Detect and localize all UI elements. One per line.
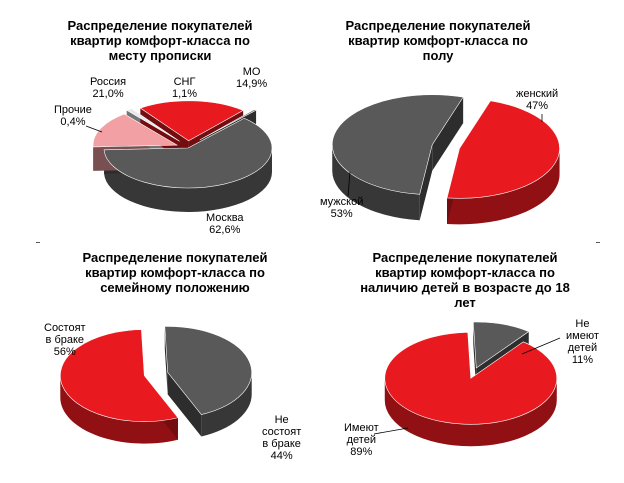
label-ne-imeyut: Не имеют детей 11% (566, 318, 599, 366)
label-value: 0,4% (60, 116, 86, 128)
label-name: мужской (320, 196, 364, 208)
label-zhenskiy: женский 47% (516, 88, 558, 112)
slice-face-мужской (432, 97, 464, 171)
slice-side-мужской (332, 144, 420, 221)
label-mo: МО 14,9% (236, 66, 267, 90)
slice-side-имеют-детей (384, 378, 557, 447)
slice-face-не-состоят-в-браке (167, 372, 202, 437)
slice-состоят-в-браке (60, 329, 179, 422)
label-line: состоят (262, 426, 302, 438)
slice-мужской (331, 94, 464, 195)
label-imeyut: Имеют детей 89% (344, 422, 379, 458)
label-value: 44% (270, 450, 293, 462)
slice-не-имеют-детей (472, 321, 530, 369)
pie-tops (60, 326, 253, 422)
label-ne-sostoyat: Не состоят в браке 44% (262, 414, 301, 462)
label-value: 14,9% (236, 78, 268, 90)
slice-face-не-имеют-детей (473, 322, 477, 391)
slice-мо (92, 113, 179, 148)
chart-children: Распределение покупателей квартир комфор… (312, 242, 624, 483)
slice-москва (103, 117, 273, 189)
label-prochie: Прочие 0,4% (54, 104, 92, 128)
chart-registration: Распределение покупателей квартир комфор… (0, 0, 312, 240)
slice-side-состоят-в-браке (60, 375, 178, 444)
label-name: Москва (206, 212, 244, 224)
label-value: 1,1% (172, 88, 198, 100)
slice-side-не-состоят-в-браке (201, 372, 252, 437)
label-value: 62,6% (209, 224, 241, 236)
label-line: в браке (45, 334, 85, 346)
label-line: детей (346, 434, 376, 446)
slice-side-москва (104, 148, 273, 213)
label-line: Состоят (44, 322, 86, 334)
chart-title: Распределение покупателей квартир комфор… (67, 18, 253, 63)
chart-title: Распределение покупателей квартир комфор… (82, 250, 268, 295)
label-line: Не (274, 414, 289, 426)
leader-imeyut (373, 427, 409, 435)
label-value: 11% (571, 354, 594, 366)
label-value: 89% (350, 446, 373, 458)
label-name: СНГ (173, 76, 196, 88)
slice-снг (126, 108, 180, 142)
label-moskva: Москва 62,6% (206, 212, 244, 236)
pie-chart-children (373, 321, 561, 447)
slice-side-женский (447, 148, 560, 225)
chart-gender: Распределение покупателей квартир комфор… (312, 0, 624, 240)
label-value: 53% (330, 208, 353, 220)
label-value: 21,0% (92, 88, 124, 100)
label-line: Имеют (344, 422, 379, 434)
corner-tick (596, 242, 600, 243)
slice-face-не-состоят-в-браке (164, 326, 168, 395)
label-name: женский (516, 88, 559, 100)
chart-title: Распределение покупателей квартир комфор… (360, 250, 570, 310)
label-name: Прочие (54, 104, 92, 116)
pie-tops (331, 94, 560, 199)
label-line: Не (575, 318, 590, 330)
slice-россия (139, 100, 244, 142)
slice-face-мужской (419, 144, 433, 221)
label-sng: СНГ 1,1% (172, 76, 197, 100)
label-line: имеют (566, 330, 599, 342)
label-muzhskoy: мужской 53% (320, 196, 363, 220)
label-line: в браке (262, 438, 301, 450)
slice-не-состоят-в-браке (164, 326, 253, 415)
label-value: 47% (526, 100, 549, 112)
pie-tops (384, 321, 558, 425)
label-name: МО (242, 66, 261, 78)
leader-ne-imeyut (521, 337, 561, 355)
slice-женский (446, 100, 560, 199)
corner-tick (36, 242, 40, 243)
leader-prochie (85, 125, 103, 133)
label-value: 56% (53, 346, 76, 358)
chart-title: Распределение покупателей квартир комфор… (345, 18, 531, 63)
pie-chart-gender (331, 94, 560, 225)
leader-muzhskoy (347, 171, 351, 197)
pie-tops (92, 100, 273, 189)
label-sostoyat: Состоят в браке 56% (44, 322, 86, 358)
label-name: Россия (90, 76, 127, 88)
label-rossiya: Россия 21,0% (90, 76, 126, 100)
chart-marital: Распределение покупателей квартир комфор… (0, 242, 312, 483)
slice-прочие (199, 109, 257, 141)
pie-chart-marital (60, 326, 253, 444)
pie-chart-registration (85, 100, 273, 213)
label-line: детей (567, 342, 598, 354)
slice-имеют-детей (384, 332, 558, 425)
